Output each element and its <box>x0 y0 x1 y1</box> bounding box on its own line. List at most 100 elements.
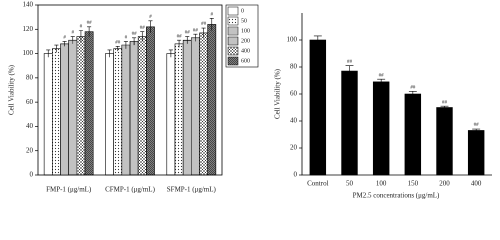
annotation: ## <box>347 60 353 65</box>
annotation: # <box>72 31 75 36</box>
legend-swatch <box>227 16 239 26</box>
bar <box>60 43 69 176</box>
y-tick-label: 140 <box>23 1 34 9</box>
error-bar <box>185 36 190 44</box>
bar <box>52 48 61 176</box>
error-bar <box>46 49 51 58</box>
annotation: # <box>211 12 214 17</box>
legend-swatch <box>227 56 239 66</box>
annotation: # <box>149 15 152 20</box>
error-bar <box>168 49 173 58</box>
bar <box>207 24 217 176</box>
annotation: ## <box>87 21 93 26</box>
annotation: ## <box>193 28 199 33</box>
annotation: ## <box>410 85 416 90</box>
annotation: ## <box>185 31 191 36</box>
error-bar <box>209 18 214 31</box>
y-tick-label: 100 <box>23 49 34 57</box>
legend-box <box>225 4 259 68</box>
x-tick-label: 150 <box>408 180 419 188</box>
error-bar <box>54 44 59 53</box>
error-bar <box>115 45 120 52</box>
y-tick-label: 60 <box>26 98 34 106</box>
bar <box>191 37 200 176</box>
legend-swatch <box>227 6 239 16</box>
legend-swatch <box>227 26 239 36</box>
annotation: # <box>63 36 66 41</box>
annotation: ## <box>115 40 121 45</box>
annotation: ## <box>132 32 138 37</box>
error-bar <box>177 39 182 48</box>
y-axis-label: Cell Viability (%) <box>8 64 16 115</box>
error-bar <box>140 31 145 42</box>
bar <box>309 39 327 176</box>
y-tick-label: 120 <box>23 25 34 33</box>
bar <box>182 39 192 176</box>
error-bar <box>107 49 112 58</box>
bar <box>105 53 114 176</box>
x-tick-label: Control <box>307 180 328 188</box>
legend-label: 400 <box>241 48 250 54</box>
error-bar <box>132 37 137 46</box>
legend-label: 600 <box>241 58 250 64</box>
bar <box>166 53 176 176</box>
bar <box>436 107 453 176</box>
legend-label: 100 <box>241 28 250 34</box>
legend-label: 0 <box>241 8 244 14</box>
bar <box>121 44 131 176</box>
bar <box>467 130 485 176</box>
y-tick-label: 20 <box>26 146 34 154</box>
y-tick-label: 80 <box>26 73 34 81</box>
bar <box>84 31 94 176</box>
error-bar <box>313 35 322 45</box>
bar <box>146 26 155 176</box>
bar <box>174 43 184 176</box>
x-tick-label: 100 <box>376 180 387 188</box>
legend-swatch <box>227 36 239 46</box>
x-tick-label: 400 <box>471 180 482 188</box>
annotation: ## <box>177 34 183 39</box>
legend-label: 50 <box>241 18 247 24</box>
annotation: # <box>80 25 83 30</box>
y-tick-label: 40 <box>26 122 34 130</box>
legend-swatch <box>227 46 239 56</box>
error-bar <box>472 128 481 132</box>
error-bar <box>377 78 386 85</box>
y-tick-label: 100 <box>287 36 298 44</box>
error-bar <box>201 27 206 38</box>
plot-frame <box>37 4 223 176</box>
legend-label: 200 <box>241 38 250 44</box>
error-bar <box>123 41 128 49</box>
error-bar <box>345 65 354 77</box>
error-bar <box>193 33 198 42</box>
x-axis-label: PM2.5 concentrations (μg/mL) <box>353 192 440 200</box>
axes <box>301 13 492 176</box>
error-bar <box>148 20 153 33</box>
annotation: ## <box>474 123 480 128</box>
bar <box>68 39 78 176</box>
y-tick-label: 0 <box>30 171 34 179</box>
x-tick-label: 50 <box>346 180 354 188</box>
annotation: ## <box>140 26 146 31</box>
y-axis-label: Cell Viability (%) <box>274 68 282 119</box>
error-bar <box>62 41 67 47</box>
error-bar <box>408 91 417 97</box>
annotation: ## <box>442 100 448 105</box>
y-tick-label: 80 <box>290 63 298 71</box>
x-tick-label: FMP-1 (μg/mL) <box>46 186 92 194</box>
error-bar <box>78 30 83 43</box>
error-bar <box>87 26 92 37</box>
bar <box>404 93 422 176</box>
annotation: # <box>125 36 128 41</box>
annotation: ## <box>379 73 385 78</box>
bar <box>113 48 123 176</box>
y-tick-label: 20 <box>290 144 298 152</box>
y-tick-label: 60 <box>290 90 298 98</box>
bar <box>137 36 147 176</box>
figure: Cell Viability (%) Cell Viability (%) PM… <box>8 1 492 200</box>
bar <box>76 36 86 176</box>
error-bar <box>440 105 449 109</box>
bar <box>43 53 53 176</box>
x-tick-label: SFMP-1 (μg/mL) <box>167 186 217 194</box>
bar <box>199 32 208 176</box>
